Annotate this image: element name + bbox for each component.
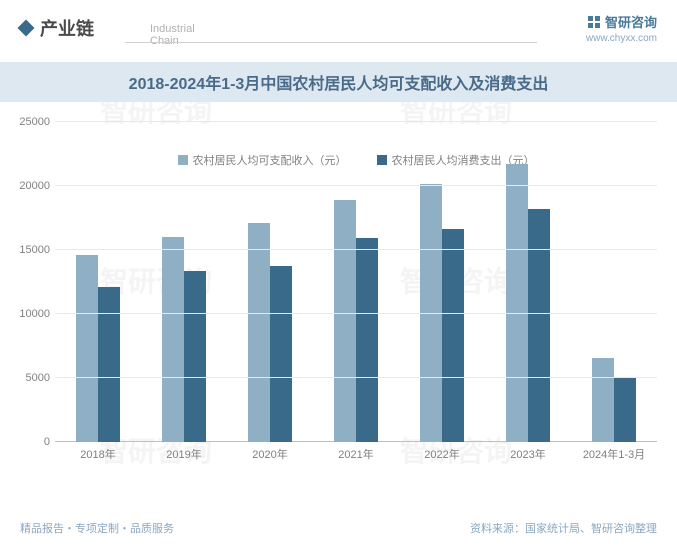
bar: [592, 358, 614, 442]
bar-group: 2024年1-3月: [571, 122, 657, 442]
bar-group: 2020年: [227, 122, 313, 442]
bar: [184, 271, 206, 442]
gridline: [55, 377, 657, 378]
diamond-icon: [18, 20, 35, 37]
x-tick-label: 2022年: [424, 446, 459, 462]
gridline: [55, 249, 657, 250]
bars-container: 2018年2019年2020年2021年2022年2023年2024年1-3月: [55, 122, 657, 442]
bar: [506, 164, 528, 442]
header-left: 产业链 Industrial Chain: [20, 15, 94, 41]
brand-url: www.chyxx.com: [586, 33, 657, 44]
y-tick-label: 5000: [10, 372, 50, 384]
header-divider: [125, 42, 537, 43]
y-tick-label: 15000: [10, 244, 50, 256]
brand-icon: [587, 15, 601, 29]
gridline: [55, 185, 657, 186]
bar: [442, 229, 464, 442]
plot-area: 2018年2019年2020年2021年2022年2023年2024年1-3月: [55, 122, 657, 442]
y-tick-label: 0: [10, 436, 50, 448]
bar: [76, 255, 98, 442]
bar: [614, 377, 636, 442]
brand-block: 智研咨询 www.chyxx.com: [586, 12, 657, 44]
x-tick-label: 2020年: [252, 446, 287, 462]
x-tick-label: 2024年1-3月: [583, 446, 645, 462]
gridline: [55, 313, 657, 314]
bar: [334, 200, 356, 442]
bar-group: 2022年: [399, 122, 485, 442]
bar-group: 2021年: [313, 122, 399, 442]
chart-area: 0500010000150002000025000 2018年2019年2020…: [0, 102, 677, 482]
chart-title: 2018-2024年1-3月中国农村居民人均可支配收入及消费支出: [0, 62, 677, 102]
y-axis: 0500010000150002000025000: [10, 122, 50, 442]
bar-group: 2018年: [55, 122, 141, 442]
y-tick-label: 25000: [10, 116, 50, 128]
section-title: 产业链: [40, 15, 94, 41]
bar: [270, 266, 292, 442]
y-tick-label: 10000: [10, 308, 50, 320]
x-tick-label: 2023年: [510, 446, 545, 462]
section-subtitle: Industrial Chain: [150, 23, 195, 47]
brand-row: 智研咨询: [587, 12, 657, 31]
header: 产业链 Industrial Chain 智研咨询 www.chyxx.com: [0, 0, 677, 52]
footer-left: 精品报告・专项定制・品质服务: [20, 520, 174, 536]
bar-group: 2019年: [141, 122, 227, 442]
y-tick-label: 20000: [10, 180, 50, 192]
footer: 精品报告・专项定制・品质服务 资料来源：国家统计局、智研咨询整理: [20, 520, 657, 536]
footer-right: 资料来源：国家统计局、智研咨询整理: [470, 520, 657, 536]
brand-name: 智研咨询: [605, 12, 657, 31]
bar: [528, 209, 550, 442]
bar-group: 2023年: [485, 122, 571, 442]
chart-container: 产业链 Industrial Chain 智研咨询 www.chyxx.com …: [0, 0, 677, 546]
bar: [248, 223, 270, 442]
x-tick-label: 2019年: [166, 446, 201, 462]
gridline: [55, 121, 657, 122]
bar: [162, 237, 184, 442]
x-tick-label: 2018年: [80, 446, 115, 462]
bar: [98, 287, 120, 442]
bar: [356, 238, 378, 442]
x-tick-label: 2021年: [338, 446, 373, 462]
